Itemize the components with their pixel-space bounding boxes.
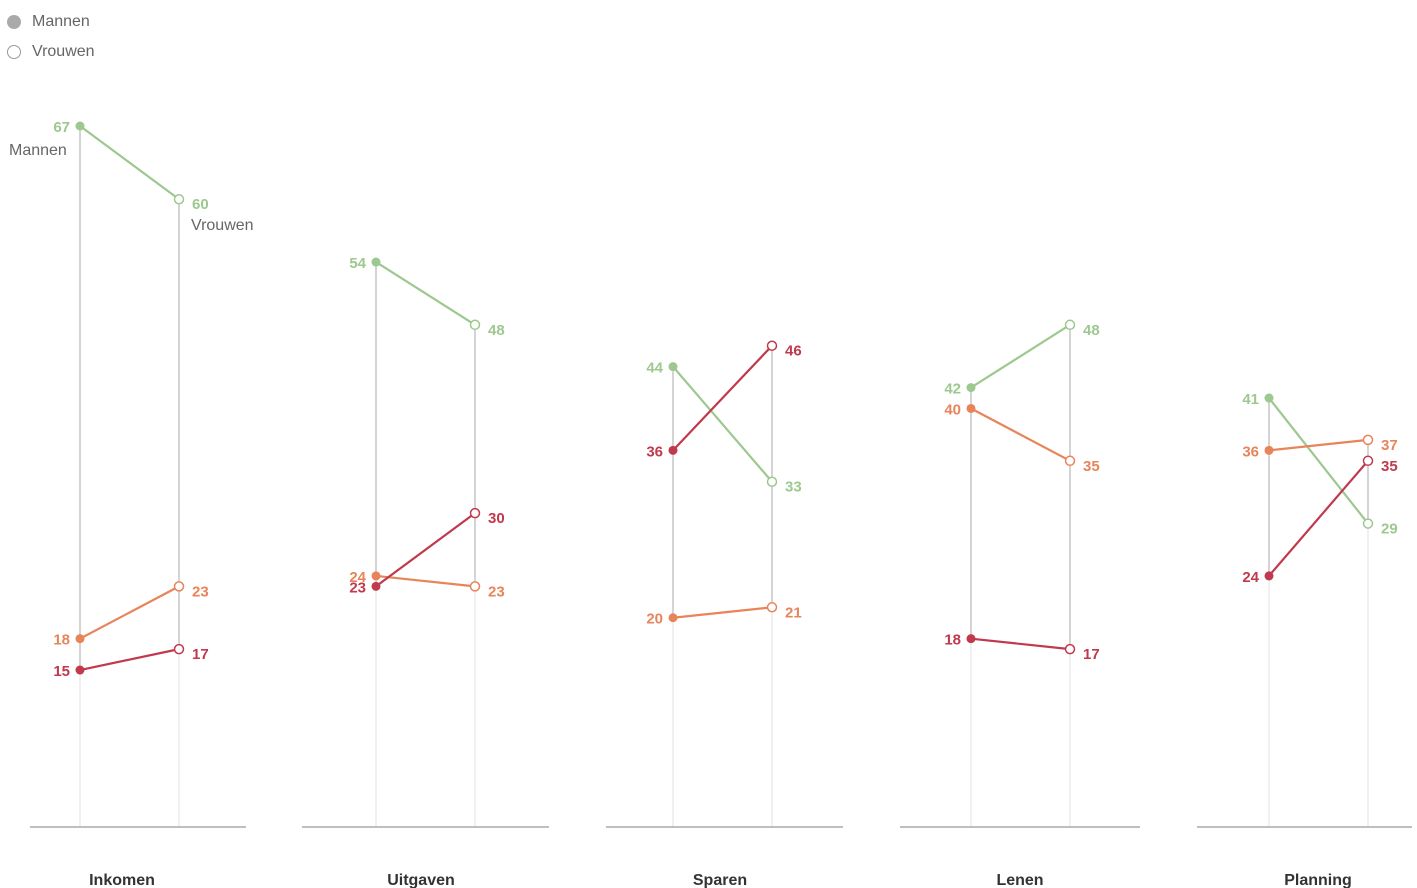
point-men-green	[668, 362, 678, 372]
slope-line-orange	[1268, 438, 1369, 452]
point-women-orange	[1362, 434, 1374, 446]
slope-line-green	[375, 261, 476, 326]
slope-line-green	[79, 125, 180, 201]
legend-item-men[interactable]: Mannen	[7, 7, 95, 37]
value-label-women: 60	[192, 196, 209, 213]
value-label-men: 67	[53, 119, 70, 136]
value-label-men: 24	[349, 569, 366, 586]
point-women-red	[469, 507, 481, 519]
point-men-orange	[75, 634, 85, 644]
panel-lenen: 42 48 40 35 18 17 Lenen	[900, 319, 1140, 888]
panel-sparen: 44 33 36 46 20 21 Sparen	[606, 340, 843, 888]
point-women-green	[1064, 319, 1076, 331]
annotation-women: Vrouwen	[191, 217, 254, 234]
value-label-women: 46	[785, 343, 802, 360]
point-men-red	[75, 665, 85, 675]
point-men-orange	[966, 403, 976, 413]
value-label-women: 37	[1381, 437, 1398, 454]
legend-label-women: Vrouwen	[32, 43, 95, 60]
slope-line-red	[970, 637, 1071, 651]
point-men-red	[371, 581, 381, 591]
panel-title: Inkomen	[89, 872, 155, 888]
point-men-green	[371, 257, 381, 267]
slope-line-red	[672, 344, 773, 452]
value-label-men: 42	[944, 381, 961, 398]
value-label-women: 35	[1381, 458, 1398, 475]
slope-line-orange	[79, 585, 180, 640]
point-men-red	[966, 634, 976, 644]
point-women-green	[766, 476, 778, 487]
hollow-circle-icon	[7, 45, 21, 59]
point-men-green	[966, 383, 976, 393]
panel-title: Uitgaven	[387, 872, 455, 888]
panel-planning: 41 29 36 37 24 35 Planning	[1197, 391, 1412, 888]
slope-line-red	[375, 512, 476, 588]
legend-label-men: Mannen	[32, 13, 90, 30]
panel-title: Sparen	[693, 872, 747, 888]
slope-line-green	[970, 323, 1071, 389]
value-label-women: 17	[1083, 646, 1100, 663]
panel-inkomen: 67 60 18 23 15 17 Inkomen	[30, 119, 246, 888]
point-women-orange	[173, 581, 185, 592]
value-label-women: 29	[1381, 521, 1398, 538]
value-label-women: 35	[1083, 458, 1100, 475]
value-label-men: 54	[349, 255, 366, 272]
slope-line-red	[1268, 460, 1369, 577]
value-label-men: 41	[1242, 391, 1259, 408]
point-women-green	[469, 319, 481, 331]
point-men-orange	[1264, 445, 1274, 455]
value-label-women: 48	[488, 322, 505, 339]
point-women-green	[173, 193, 185, 205]
slope-line-orange	[375, 574, 476, 588]
point-men-orange	[371, 571, 381, 581]
filled-circle-icon	[7, 15, 21, 29]
annotation-men: Mannen	[9, 142, 67, 159]
value-label-men: 44	[646, 360, 663, 377]
point-women-orange	[766, 602, 778, 613]
point-women-red	[766, 340, 778, 351]
point-men-red	[1264, 571, 1274, 581]
value-label-women: 23	[488, 583, 505, 600]
value-label-men: 15	[53, 663, 70, 680]
panel-title: Planning	[1284, 872, 1352, 888]
point-women-red	[173, 643, 185, 655]
value-label-men: 36	[1242, 443, 1259, 460]
point-men-orange	[668, 613, 678, 623]
point-women-red	[1362, 455, 1374, 467]
slope-line-red	[79, 648, 180, 672]
value-label-women: 33	[785, 479, 802, 496]
value-label-women: 21	[785, 604, 802, 621]
point-women-red	[1064, 643, 1076, 655]
slope-line-orange	[672, 606, 773, 619]
point-men-green	[1264, 393, 1274, 403]
value-label-women: 17	[192, 646, 209, 663]
panel-title: Lenen	[996, 872, 1043, 888]
value-label-men: 18	[944, 632, 961, 649]
point-women-green	[1362, 518, 1374, 529]
value-label-women: 48	[1083, 322, 1100, 339]
value-label-men: 24	[1242, 569, 1259, 586]
value-label-men: 20	[646, 611, 663, 628]
point-women-orange	[469, 581, 481, 592]
legend: Mannen Vrouwen	[7, 7, 95, 67]
slope-line-green	[672, 365, 773, 483]
point-women-orange	[1064, 455, 1076, 467]
value-label-men: 18	[53, 632, 70, 649]
value-label-men: 40	[944, 401, 961, 418]
value-label-men: 36	[646, 443, 663, 460]
slope-line-orange	[970, 407, 1071, 462]
point-men-red	[668, 445, 678, 455]
point-men-green	[75, 121, 85, 131]
legend-item-women[interactable]: Vrouwen	[7, 37, 95, 67]
value-label-women: 23	[192, 583, 209, 600]
value-label-women: 30	[488, 510, 505, 527]
value-label-men: 23	[349, 579, 366, 596]
slope-line-green	[1268, 397, 1369, 525]
